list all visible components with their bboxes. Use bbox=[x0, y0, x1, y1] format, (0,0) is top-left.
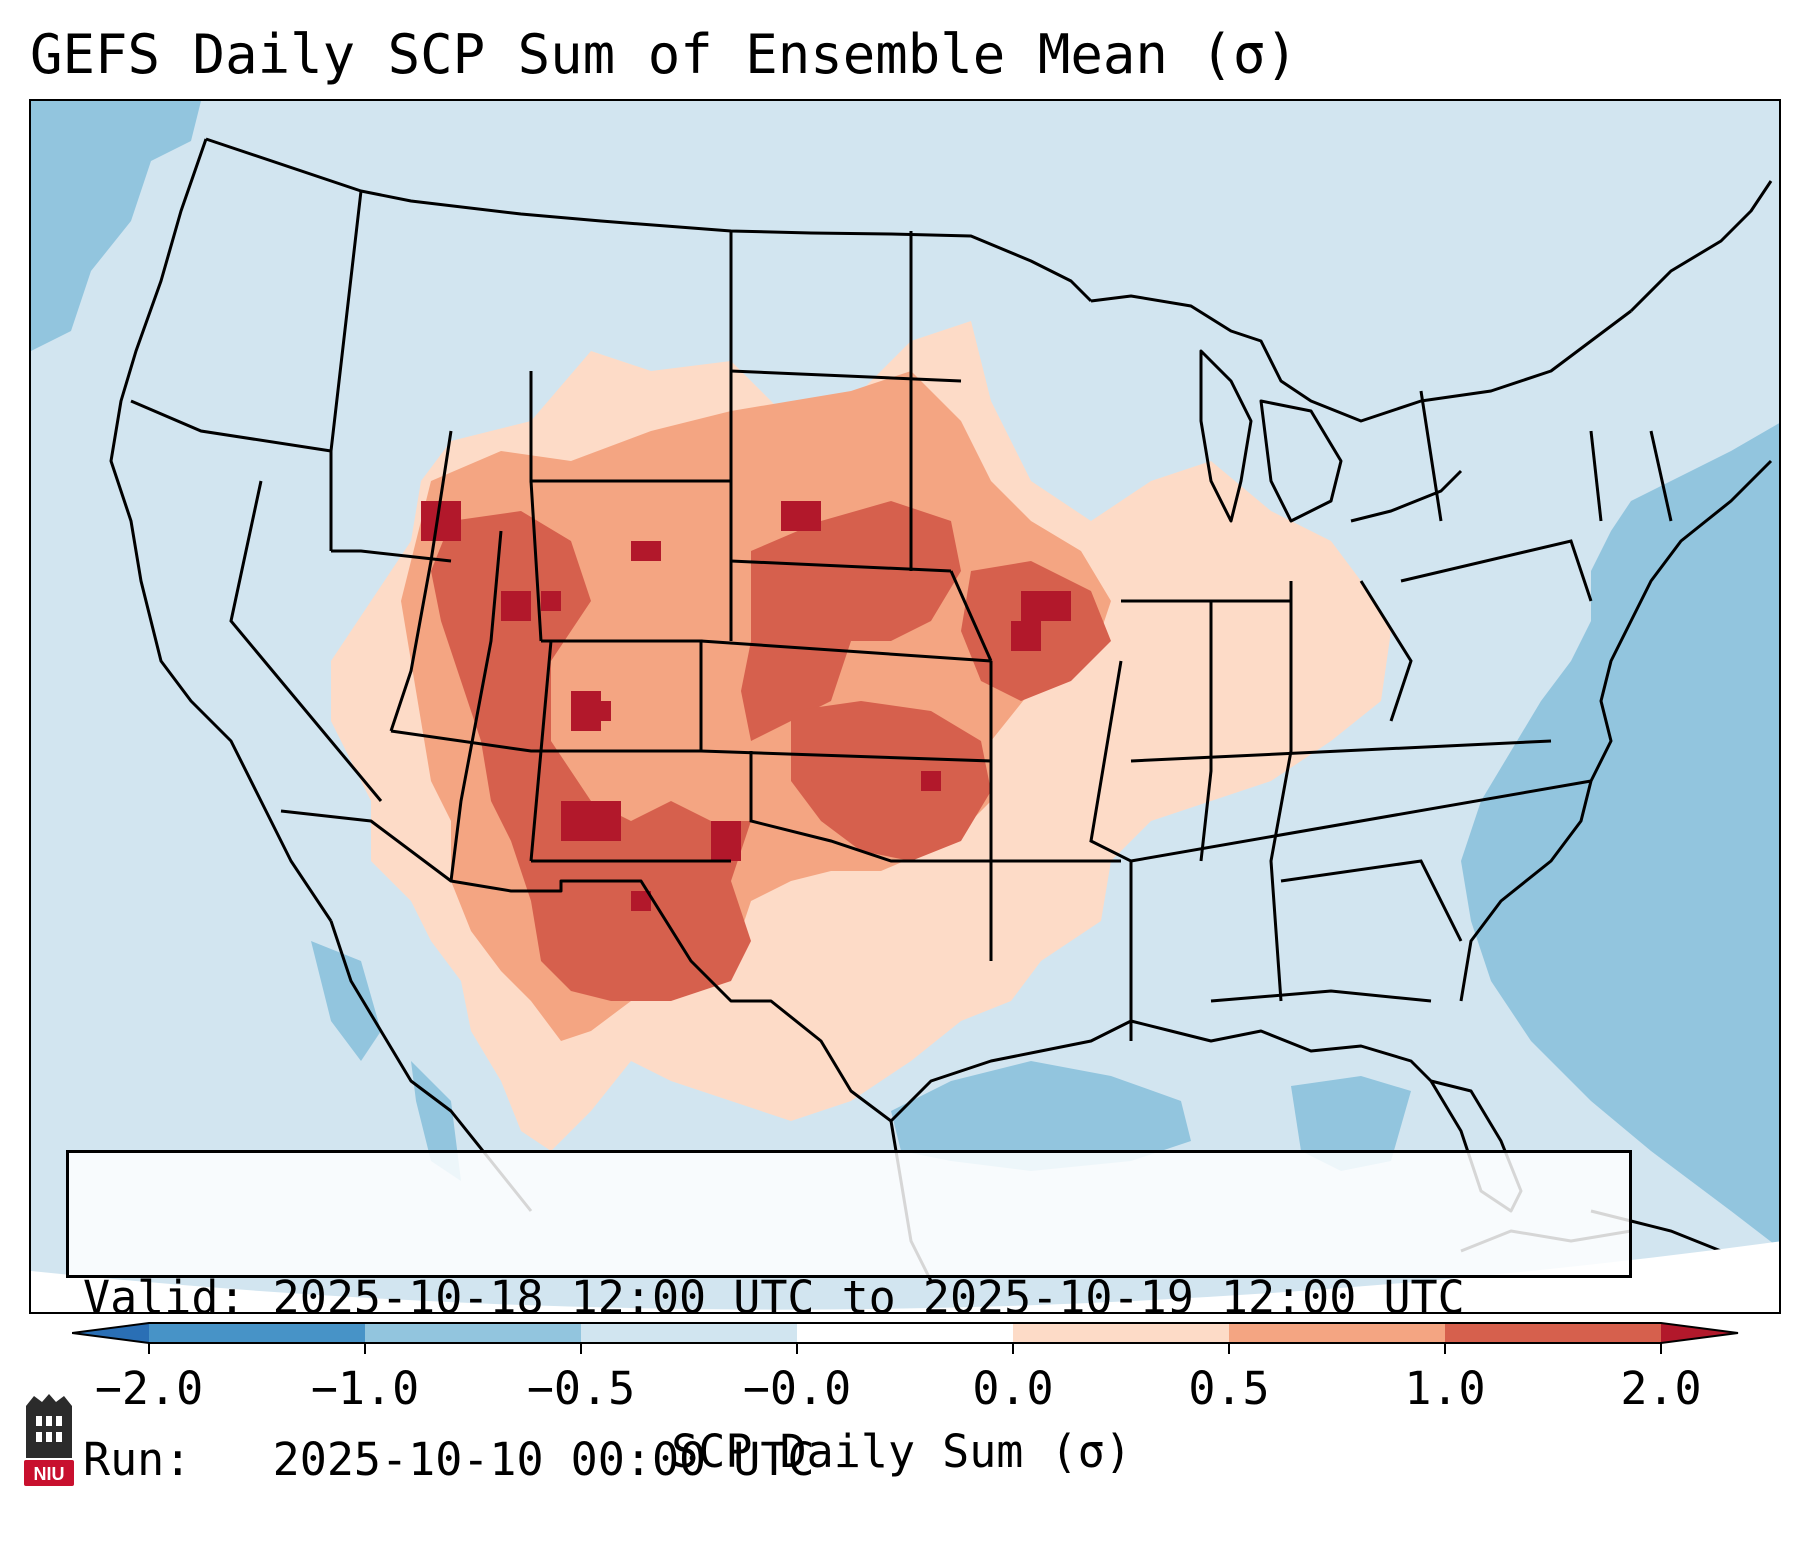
colorbar-extend-low bbox=[72, 1323, 149, 1343]
colorbar-bin-1 bbox=[149, 1323, 365, 1343]
high-scp-region-plains bbox=[741, 501, 961, 741]
colorbar-bin-5 bbox=[1229, 1323, 1445, 1343]
gulf-east-negative-region bbox=[1291, 1076, 1411, 1171]
colorbar bbox=[72, 1322, 1739, 1354]
colorbar-ticks bbox=[148, 1343, 1662, 1354]
valid-row: Valid: 2025-10-18 12:00 UTC to 2025-10-1… bbox=[83, 1271, 1615, 1325]
projection-edge bbox=[31, 1241, 1779, 1312]
colorbar-extend-high bbox=[1661, 1323, 1738, 1343]
tick-label-1: 1.0 bbox=[1404, 1362, 1486, 1415]
tick-label-neg05: −0.5 bbox=[526, 1362, 636, 1415]
extreme-scp-cells bbox=[421, 501, 1071, 911]
logo-windows bbox=[36, 1416, 62, 1442]
map-panel bbox=[29, 99, 1781, 1314]
pacific-negative-region bbox=[31, 101, 201, 351]
gulf-negative-region bbox=[891, 1061, 1191, 1171]
map-title: GEFS Daily SCP Sum of Ensemble Mean (σ) bbox=[30, 23, 1298, 86]
tick-label-0: 0.0 bbox=[972, 1362, 1054, 1415]
high-scp-region-kansas bbox=[791, 701, 991, 861]
state-lines bbox=[130, 190, 1673, 1041]
run-label: Run: bbox=[83, 1433, 192, 1486]
colorbar-bin-2 bbox=[365, 1323, 581, 1343]
logo-text: NIU bbox=[34, 1464, 65, 1484]
colorbar-bin-6 bbox=[1445, 1323, 1661, 1343]
valid-value: 2025-10-18 12:00 UTC to 2025-10-19 12:00… bbox=[272, 1271, 1465, 1324]
tick-label-neg1: −1.0 bbox=[310, 1362, 420, 1415]
baja-negative-region bbox=[311, 941, 381, 1061]
tick-label-neg0: −0.0 bbox=[742, 1362, 852, 1415]
atlantic-negative-region bbox=[1461, 423, 1779, 1248]
valid-label: Valid: bbox=[83, 1271, 246, 1324]
validity-info-box: Valid: 2025-10-18 12:00 UTC to 2025-10-1… bbox=[66, 1150, 1632, 1486]
run-value: 2025-10-10 00:00 UTC bbox=[272, 1433, 815, 1486]
high-scp-region-west bbox=[431, 511, 751, 1001]
colorbar-bin-3 bbox=[581, 1323, 797, 1343]
tick-label-05: 0.5 bbox=[1188, 1362, 1270, 1415]
colorbar-bin-4 bbox=[1013, 1323, 1229, 1343]
tick-label-neg2: −2.0 bbox=[94, 1362, 204, 1415]
conus-map bbox=[31, 101, 1779, 1312]
run-row: Run: 2025-10-10 00:00 UTC bbox=[83, 1433, 1615, 1487]
colorbar-label: SCP Daily Sum (σ) bbox=[671, 1425, 1132, 1478]
niu-logo: NIU bbox=[24, 1394, 74, 1486]
colorbar-bin-center bbox=[797, 1323, 1013, 1343]
logo-badge bbox=[24, 1460, 74, 1486]
tick-label-2: 2.0 bbox=[1620, 1362, 1702, 1415]
